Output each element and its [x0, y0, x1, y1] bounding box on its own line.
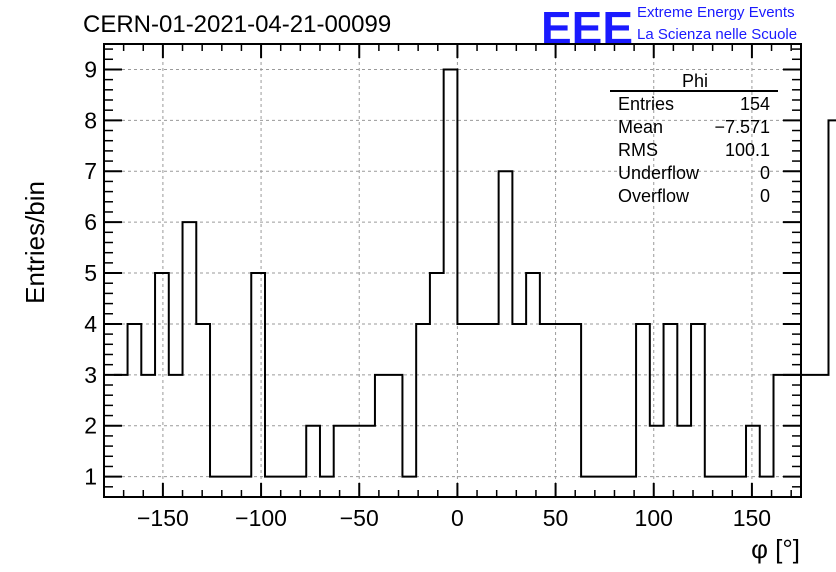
x-tick-label: −50: [340, 505, 379, 531]
histogram-bin: [512, 324, 526, 497]
histogram-bin: [567, 324, 581, 497]
histogram-bin: [196, 324, 210, 497]
histogram-bin: [581, 477, 595, 497]
plot-frame: [103, 43, 802, 498]
stats-name: Phi: [682, 71, 708, 91]
x-tick-label: −150: [137, 505, 189, 531]
chart-title: CERN-01-2021-04-21-00099: [83, 11, 391, 38]
stats-label: Entries: [618, 94, 674, 114]
histogram-bin: [691, 324, 705, 497]
y-tick-label: 4: [84, 311, 97, 337]
y-tick-label: 6: [84, 209, 97, 235]
x-tick-label: 50: [543, 505, 569, 531]
histogram-bin: [155, 273, 169, 497]
stats-value: 154: [740, 94, 770, 114]
y-tick-label: 2: [84, 413, 97, 439]
histogram-bin: [141, 375, 155, 497]
y-tick-label: 9: [84, 56, 97, 82]
histogram-bin: [595, 477, 609, 497]
histogram-bin: [402, 477, 416, 497]
stats-value: 0: [760, 186, 770, 206]
histogram-bin: [774, 375, 788, 497]
histogram-bin: [334, 426, 348, 497]
axis-ticks: [104, 44, 801, 497]
histogram-bin: [526, 273, 540, 497]
histogram-bin: [457, 324, 471, 497]
y-tick-label: 5: [84, 260, 97, 286]
histogram-bin: [540, 324, 554, 497]
histogram-bin: [251, 273, 265, 497]
histogram-bin: [444, 69, 458, 497]
brand-line-1: Extreme Energy Events: [637, 4, 795, 21]
histogram-bin: [732, 477, 746, 497]
histogram-bin: [183, 222, 197, 497]
histogram-bin: [306, 426, 320, 497]
brand-line-2: La Scienza nelle Scuole: [637, 26, 797, 43]
histogram-bin: [609, 477, 623, 497]
histogram-bin: [499, 171, 513, 497]
histogram-bin: [114, 375, 128, 497]
x-tick-label: −100: [235, 505, 287, 531]
y-axis-label: Entries/bin: [20, 181, 50, 304]
x-tick-label: 0: [451, 505, 464, 531]
stats-value: 0: [760, 163, 770, 183]
y-tick-label: 1: [84, 464, 97, 490]
histogram-bin: [238, 477, 252, 497]
x-axis-label: φ [°]: [751, 534, 800, 564]
histogram-bin: [677, 426, 691, 497]
histogram-bin: [554, 324, 568, 497]
histogram-bin: [650, 426, 664, 497]
histogram-bin: [361, 426, 375, 497]
y-tick-label: 3: [84, 362, 97, 388]
stats-label: RMS: [618, 140, 658, 160]
stats-value: 100.1: [725, 140, 770, 160]
x-tick-labels: −150 −100 −50 0 50 100 150: [137, 505, 771, 531]
histogram-bin: [128, 324, 142, 497]
histogram-bin: [801, 375, 815, 497]
x-tick-label: 100: [635, 505, 673, 531]
histogram-bin: [828, 120, 836, 497]
y-tick-label: 8: [84, 107, 97, 133]
histogram-bin: [224, 477, 238, 497]
histogram-bin: [320, 477, 334, 497]
histogram-bin: [430, 273, 444, 497]
x-tick-label: 150: [733, 505, 771, 531]
stats-label: Overflow: [618, 186, 690, 206]
histogram-bin: [389, 375, 403, 497]
histogram-bin: [265, 477, 279, 497]
histogram-bin: [375, 375, 389, 497]
stats-value: −7.571: [714, 117, 770, 137]
histogram-bin: [169, 375, 183, 497]
histogram-bin: [292, 477, 306, 497]
histogram-bin: [416, 324, 430, 497]
histogram-bin: [664, 324, 678, 497]
stats-box: Phi Entries 154 Mean −7.571 RMS 100.1 Un…: [610, 71, 778, 206]
stats-label: Mean: [618, 117, 663, 137]
histogram-bin: [485, 324, 499, 497]
histogram-bin: [471, 324, 485, 497]
histogram-bin: [815, 375, 829, 497]
y-tick-labels: 1 2 3 4 5 6 7 8 9: [84, 56, 97, 489]
histogram-bin: [636, 324, 650, 497]
stats-label: Underflow: [618, 163, 700, 183]
histogram-bin: [719, 477, 733, 497]
y-tick-label: 7: [84, 158, 97, 184]
histogram-bin: [705, 477, 719, 497]
